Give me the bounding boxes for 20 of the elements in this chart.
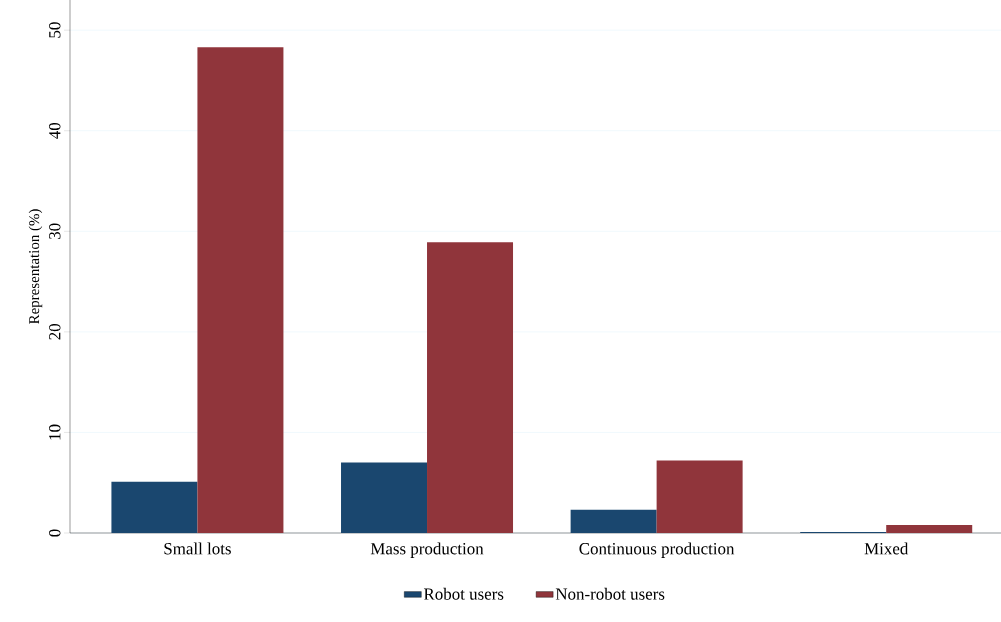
- y-tick-label: 20: [49, 324, 61, 340]
- y-tick-label: 50: [49, 22, 61, 38]
- bar: [656, 460, 743, 533]
- legend-label: Robot users: [423, 587, 504, 600]
- bar: [886, 524, 973, 533]
- bar: [197, 47, 284, 533]
- y-tick-label: 0: [49, 529, 61, 537]
- bar: [570, 509, 657, 533]
- x-tick-label: Mixed: [864, 542, 909, 555]
- y-tick-label: 40: [49, 122, 61, 139]
- y-axis-title: Representation (%): [28, 209, 43, 324]
- y-tick-label: 30: [49, 223, 61, 239]
- x-tick-label: Mass production: [370, 542, 484, 558]
- bar: [341, 462, 428, 533]
- legend-label: Non-robot users: [555, 587, 665, 600]
- bar: [111, 481, 198, 533]
- x-tick-label: Continuous production: [579, 542, 735, 558]
- x-tick-label: Small lots: [164, 542, 231, 555]
- y-tick-label: 10: [49, 424, 61, 440]
- bar: [427, 242, 514, 533]
